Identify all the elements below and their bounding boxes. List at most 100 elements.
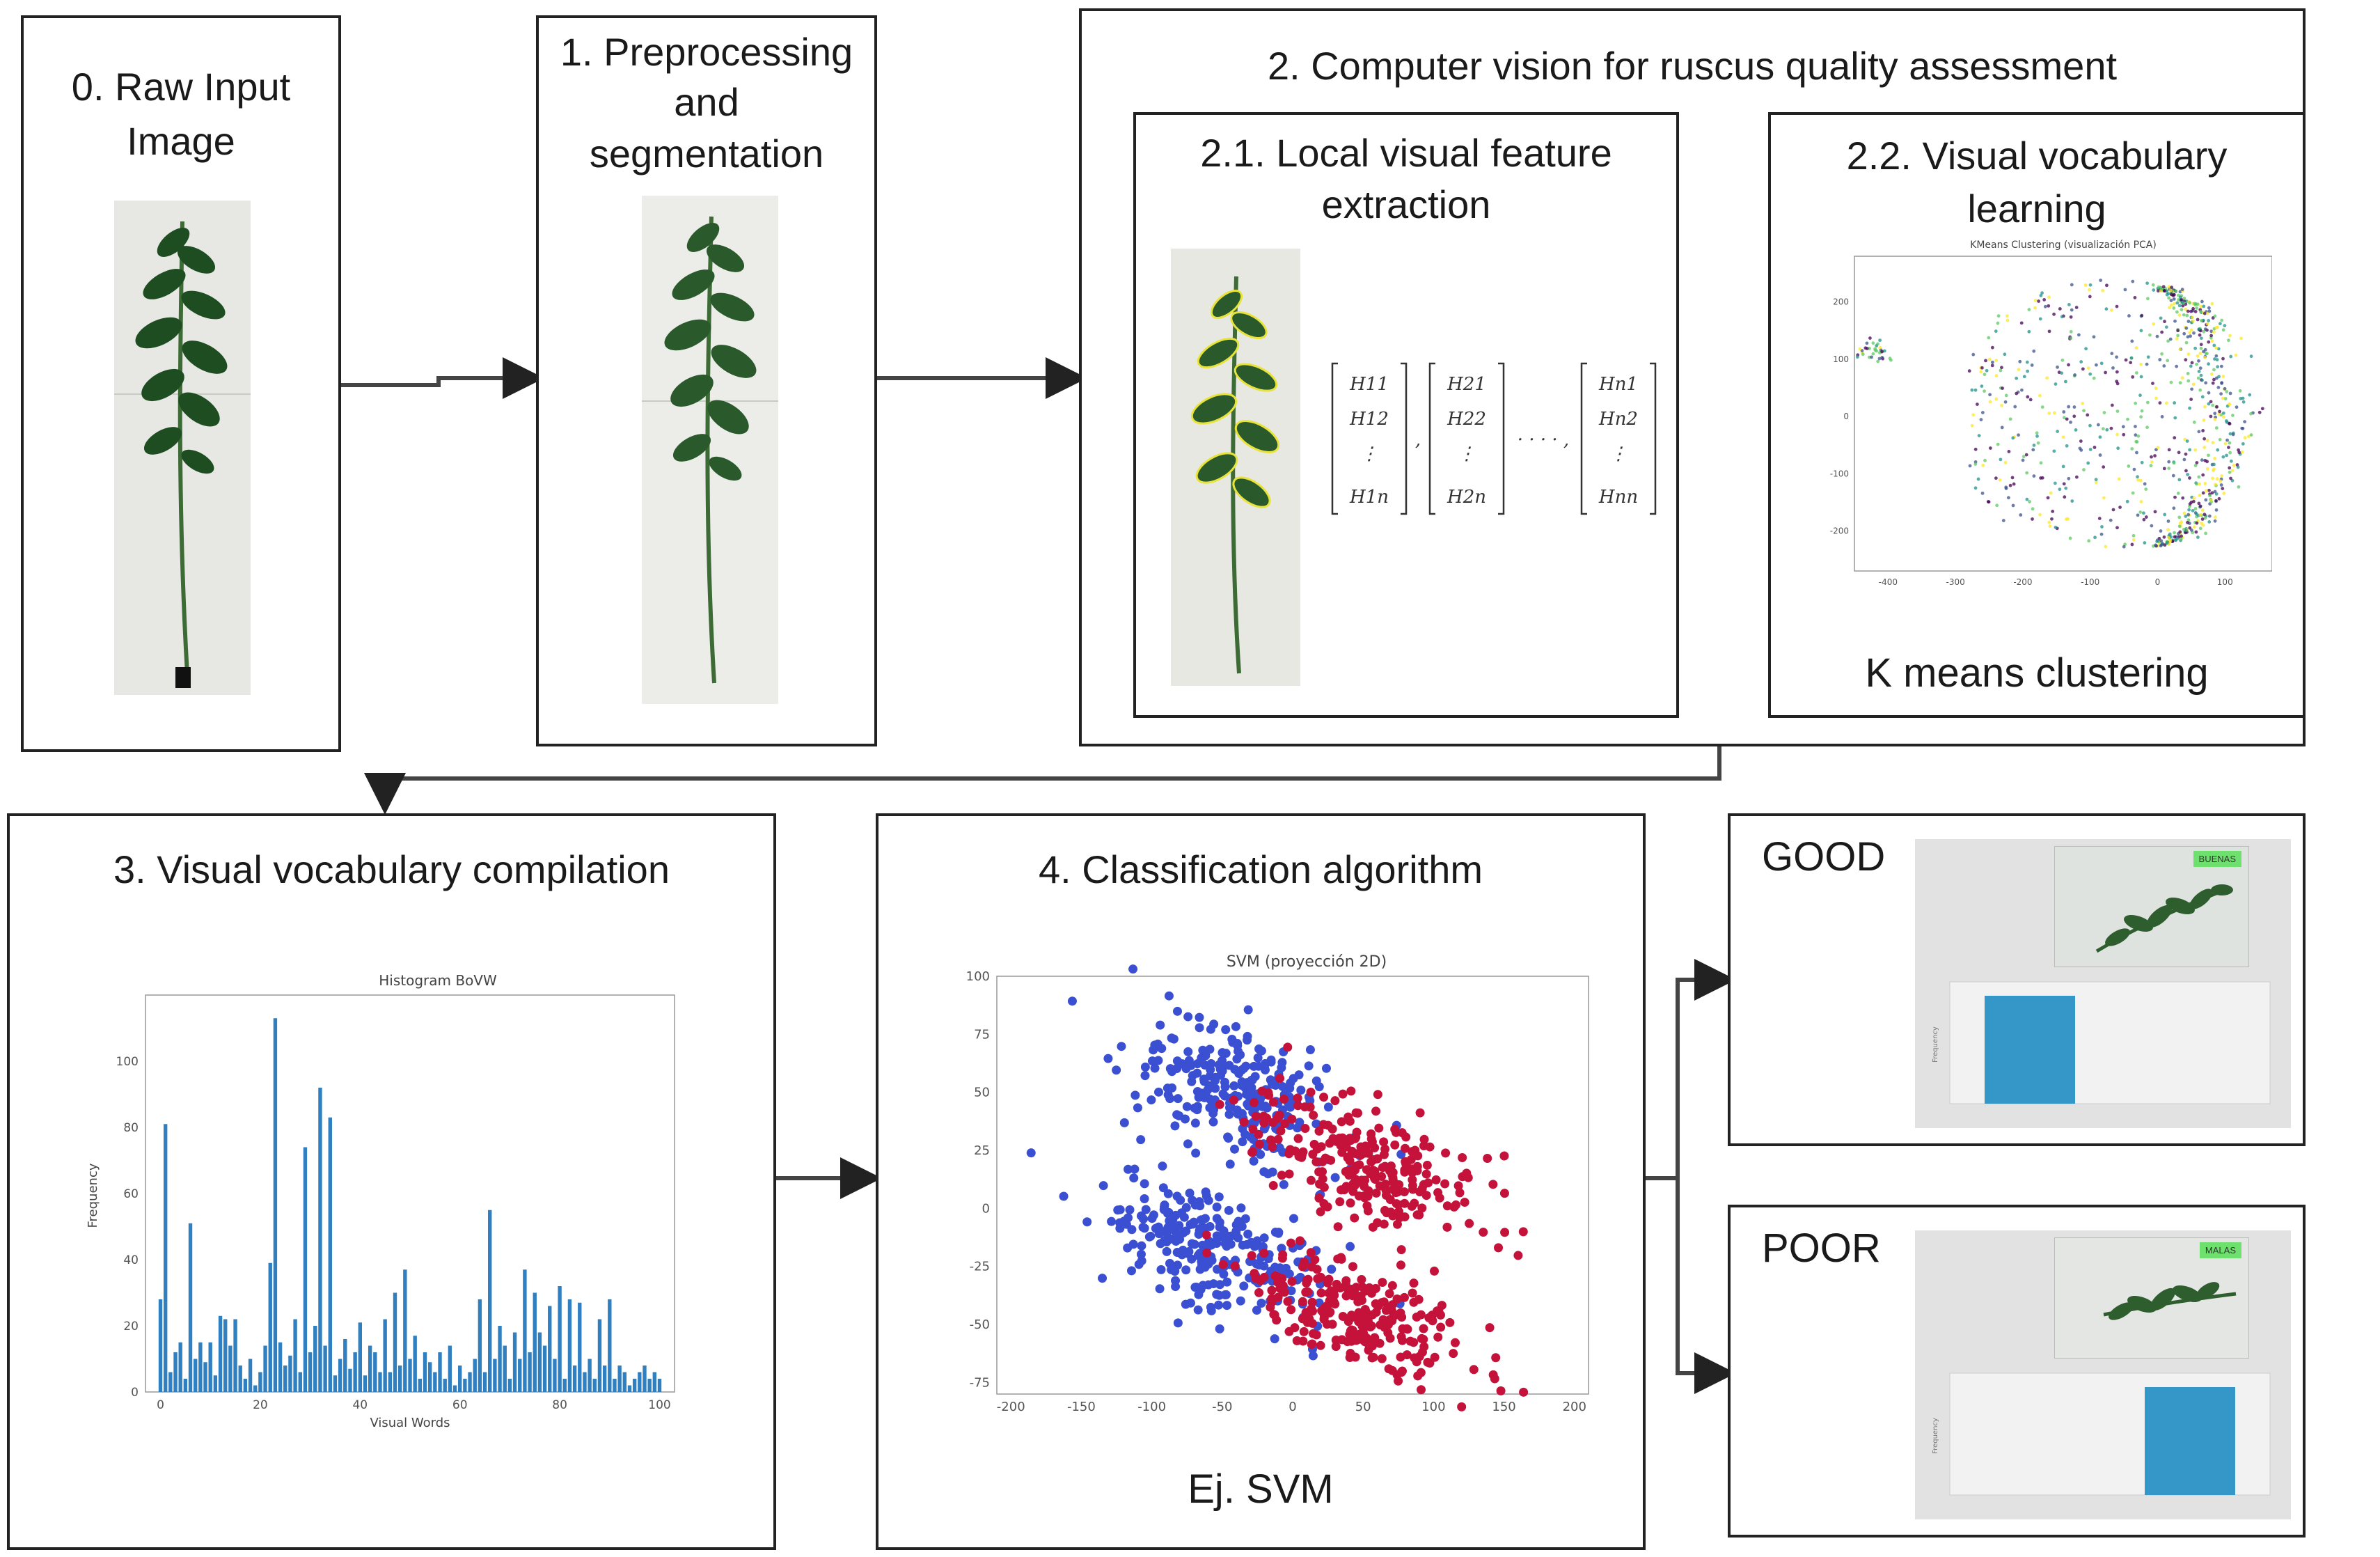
hist-bar	[503, 1345, 507, 1392]
matrix-h22: H22	[1447, 409, 1486, 430]
kmeans-point	[2209, 498, 2213, 502]
svm-point	[1215, 1218, 1224, 1228]
kmeans-point	[2032, 349, 2036, 353]
kmeans-point	[2199, 319, 2203, 322]
svm-point	[1402, 1350, 1412, 1360]
kmeans-point	[2166, 339, 2170, 343]
svm-point	[1252, 1306, 1261, 1315]
kmeans-point	[2025, 497, 2029, 501]
kmeans-point	[2178, 290, 2182, 294]
svm-point	[1241, 1061, 1251, 1071]
kmeans-point	[2209, 400, 2213, 404]
hist-bar	[533, 1292, 537, 1392]
kmeans-point	[2189, 398, 2193, 401]
kmeans-point	[2190, 387, 2194, 391]
svm-point	[1483, 1153, 1492, 1163]
kmeans-point	[2049, 491, 2053, 495]
kmeans-point	[2150, 455, 2153, 459]
kmeans-point	[2237, 451, 2241, 455]
kmeans-point	[2151, 283, 2155, 287]
kmeans-point	[2200, 517, 2205, 521]
kmeans-point	[2168, 539, 2173, 543]
hist-y-tick: 40	[123, 1253, 139, 1267]
hist-bar	[427, 1362, 432, 1392]
kmeans-point	[2125, 499, 2129, 503]
hist-bar	[293, 1319, 297, 1392]
hist-bar	[298, 1372, 302, 1392]
kmeans-point	[2217, 496, 2221, 501]
kmeans-point	[2216, 385, 2221, 389]
hist-bar	[602, 1366, 607, 1392]
svm-point	[1167, 1033, 1176, 1043]
svm-point	[1286, 1305, 1296, 1315]
svm-point	[1385, 1166, 1394, 1175]
svm-point	[1231, 1226, 1241, 1236]
svm-point	[1310, 1255, 1320, 1265]
hist-bar	[622, 1372, 626, 1392]
kmeans-point	[2150, 460, 2154, 464]
svm-point	[1224, 1109, 1234, 1119]
kmeans-point	[2203, 327, 2207, 331]
kmeans-point	[2166, 292, 2170, 296]
svm-point	[1337, 1185, 1346, 1195]
kmeans-point	[2207, 362, 2211, 366]
svm-point	[1160, 1235, 1169, 1245]
svm-point	[1285, 1083, 1295, 1093]
svm-point	[1215, 1100, 1224, 1109]
svm-y-tick: 100	[966, 969, 990, 984]
svm-point	[1059, 1191, 1069, 1201]
kmeans-point	[2203, 405, 2207, 409]
kmeans-point	[2135, 451, 2138, 455]
kmeans-point	[2240, 450, 2244, 454]
kmeans-point	[2189, 500, 2193, 504]
kmeans-point	[2209, 372, 2214, 376]
hist-bar	[288, 1355, 292, 1392]
kmeans-point	[2123, 288, 2127, 292]
hist-x-tick: 60	[452, 1398, 468, 1412]
svm-point	[1266, 1055, 1276, 1065]
arrow-classify-to-poor	[1676, 1178, 1736, 1394]
svm-point	[1371, 1283, 1380, 1293]
kmeans-point	[2122, 432, 2126, 437]
kmeans-point	[2240, 426, 2244, 430]
svm-point	[1277, 1058, 1287, 1067]
svm-point	[1298, 1314, 1307, 1324]
kmeans-point	[2169, 299, 2173, 302]
kmeans-point	[1970, 388, 1974, 392]
svm-point	[1329, 1297, 1339, 1307]
hist-bar	[258, 1372, 262, 1392]
poor-plant-icon	[2103, 1282, 2237, 1320]
svm-point	[1115, 1223, 1125, 1233]
svm-point	[1221, 1049, 1231, 1058]
kmeans-point	[2220, 381, 2224, 385]
svm-point	[1390, 1140, 1400, 1150]
kmeans-point	[2076, 333, 2081, 337]
svm-point	[1401, 1159, 1411, 1168]
svm-point	[1201, 1230, 1211, 1239]
kmeans-point	[1980, 384, 1984, 389]
matrix-hn1: Hn1	[1598, 374, 1638, 395]
svm-point	[1429, 1266, 1439, 1276]
kmeans-point	[2196, 376, 2200, 380]
svm-point	[1251, 1111, 1261, 1121]
svm-point	[1323, 1102, 1333, 1112]
kmeans-point	[2241, 400, 2246, 404]
svm-point	[1165, 1094, 1175, 1104]
hist-bar	[378, 1372, 382, 1392]
stage-computer-vision: 2. Computer vision for ruscus quality as…	[1079, 8, 2306, 746]
hist-bar	[168, 1372, 173, 1392]
kmeans-point	[2068, 536, 2072, 540]
svm-point	[1268, 1097, 1278, 1107]
kmeans-point	[2172, 506, 2176, 510]
svm-point	[1460, 1198, 1469, 1207]
kmeans-point	[2219, 479, 2223, 483]
kmeans-point	[2031, 448, 2035, 452]
kmeans-point	[2199, 336, 2203, 341]
svm-point	[1414, 1294, 1424, 1304]
kmeans-point	[2144, 487, 2148, 492]
good-bars	[1985, 996, 2075, 1104]
kmeans-point	[2139, 375, 2143, 379]
pre-title-line2: and	[674, 80, 739, 124]
kmeans-point	[2139, 362, 2143, 366]
kmeans-point	[2099, 279, 2103, 283]
